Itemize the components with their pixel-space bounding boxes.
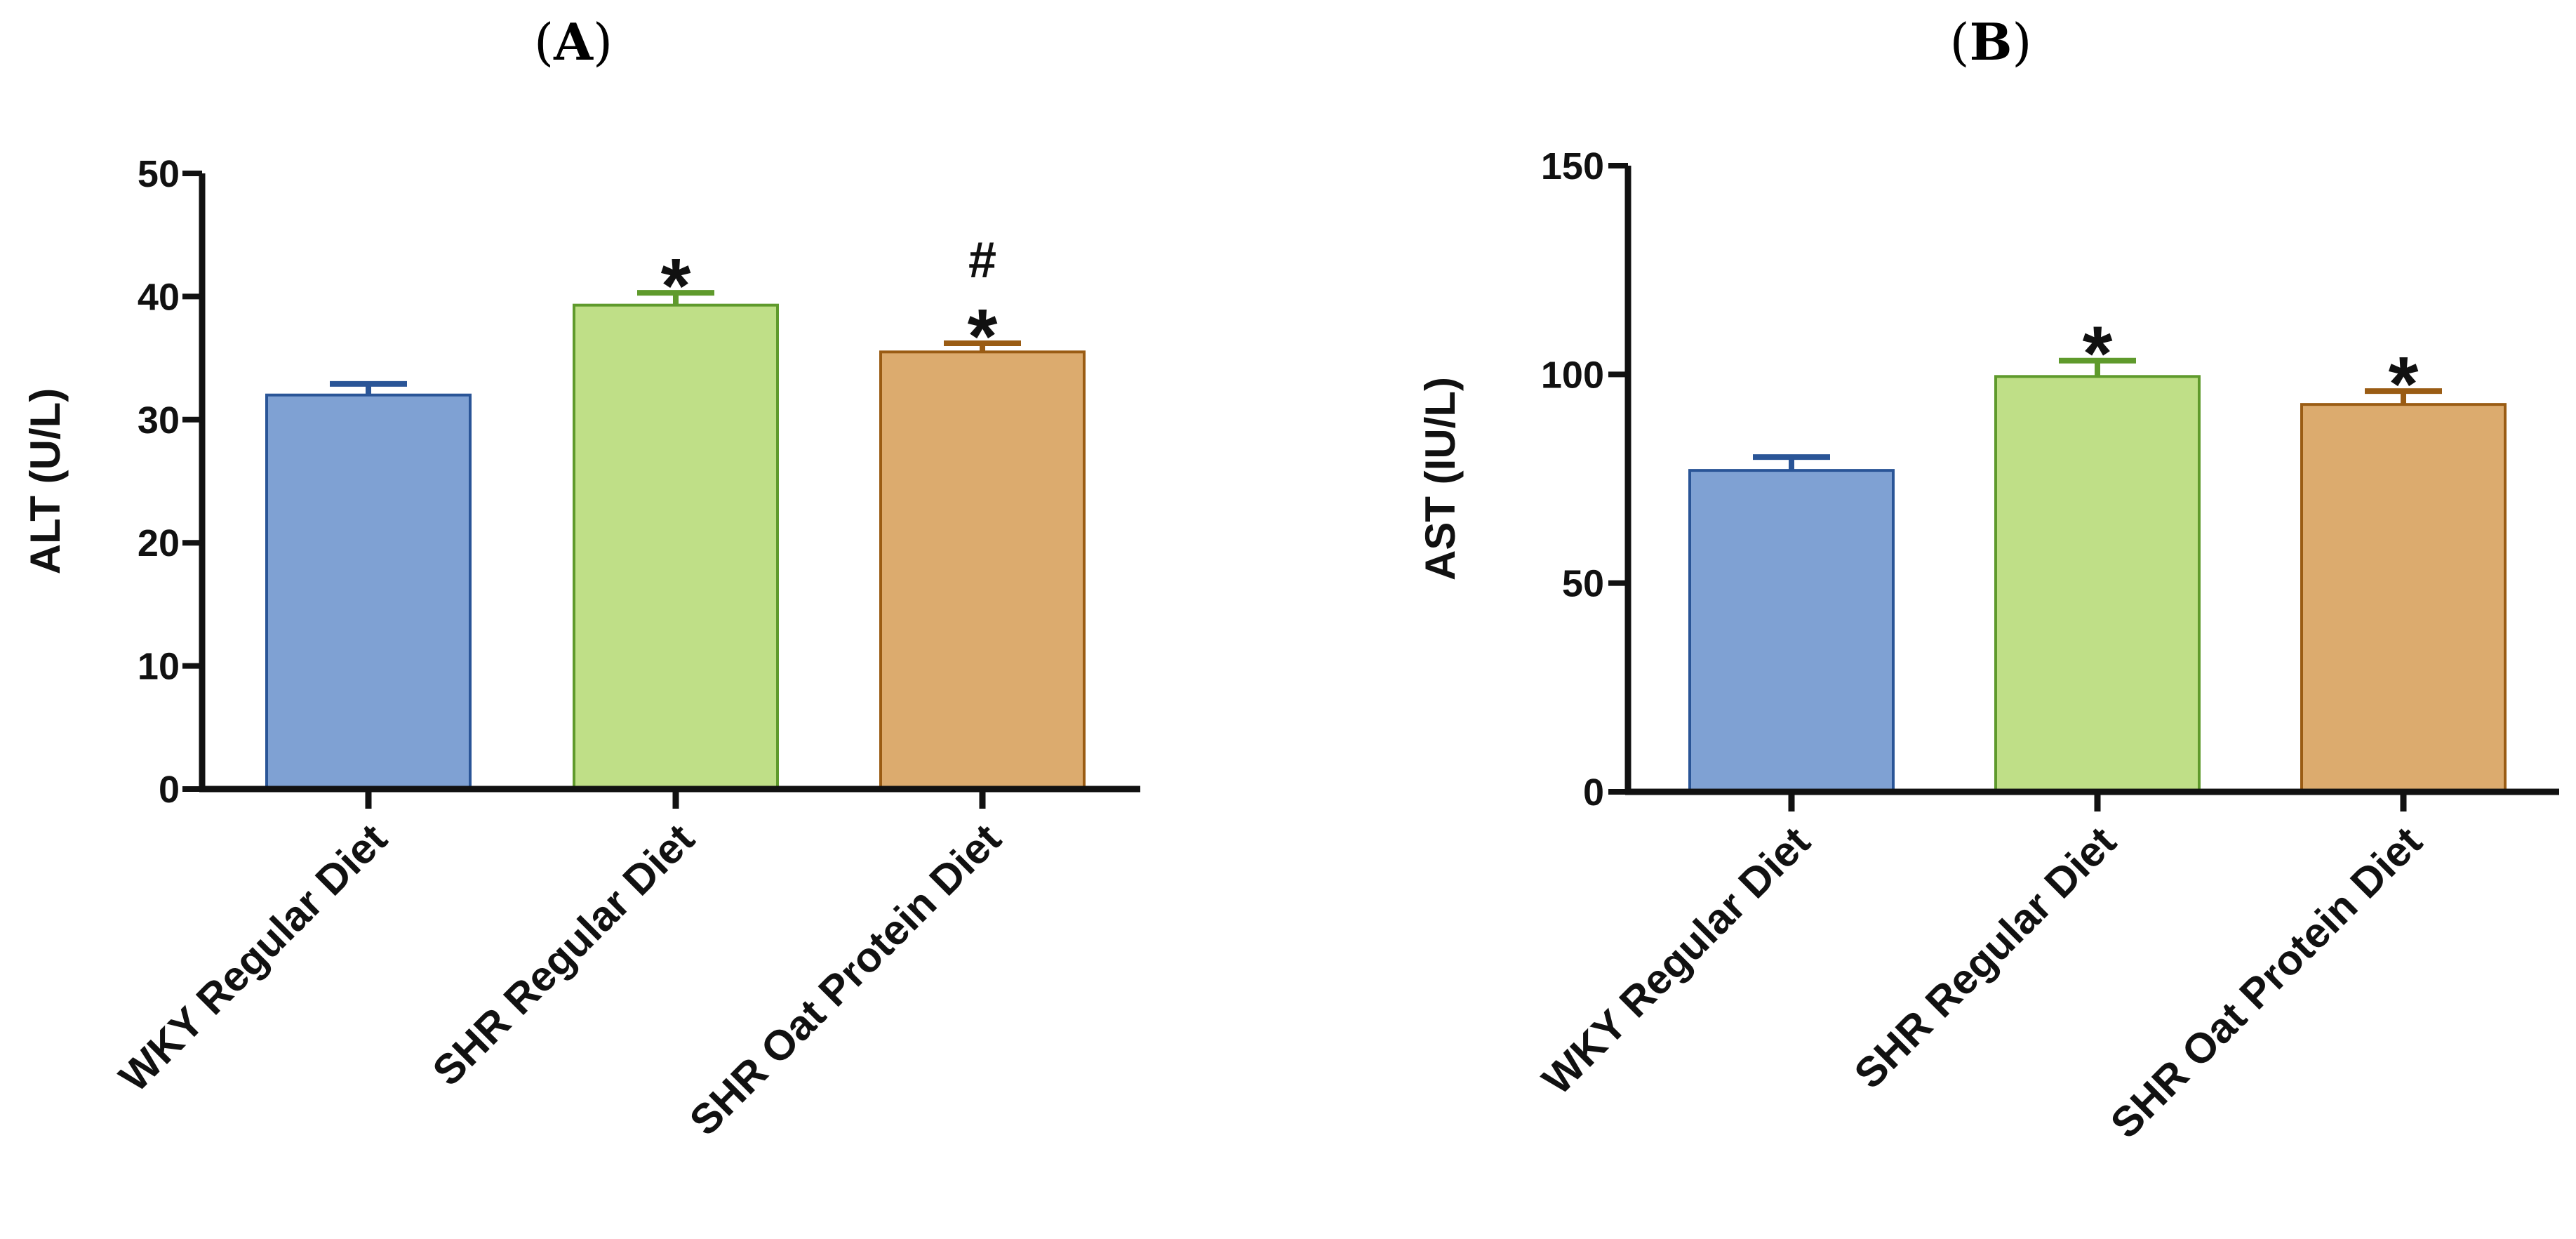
y-tick-label: 10 [138,646,180,688]
significance-star: * [661,243,691,329]
y-axis-title: ALT (U/L) [22,388,69,574]
significance-star: * [968,293,998,380]
bar [573,303,779,791]
bar [879,350,1086,790]
x-tick-label: WKY Regular Diet [1533,818,1819,1104]
bar [2300,403,2507,793]
x-tick-label: SHR Oat Protein Diet [2102,818,2431,1147]
chart-panel-b: (B) AST (IU/L) WKY Regular Diet * SHR Regula… [1417,12,2559,1147]
bar [265,393,472,790]
bar [1994,375,2201,793]
y-tick-label: 150 [1541,145,1604,187]
significance-star: * [2083,311,2113,397]
significance-hash: # [968,232,996,289]
x-tick-label: SHR Regular Diet [424,815,704,1095]
y-axis-title: AST (IU/L) [1417,377,1464,581]
panel-letter: B [1970,12,2013,72]
y-tick-label: 100 [1541,354,1604,396]
y-tick-label: 50 [1562,563,1604,605]
x-tick-label: WKY Regular Diet [110,815,396,1101]
y-tick-label: 50 [138,153,180,195]
panel-label: (B) [1949,12,2031,72]
bar [1688,469,1895,794]
y-tick-label: 40 [138,276,180,318]
panel-letter: A [553,12,594,72]
y-tick-label: 0 [159,769,180,811]
significance-star: * [2389,341,2419,428]
x-tick-label: SHR Oat Protein Diet [681,815,1010,1144]
chart-panel-a: (A) ALT (U/L) WKY Regular Diet * SHR Regular… [22,12,1140,1144]
y-tick-label: 30 [138,399,180,442]
x-tick-label: SHR Regular Diet [1846,818,2125,1098]
y-tick-label: 20 [138,522,180,564]
y-tick-label: 0 [1583,771,1604,814]
panel-label: (A) [534,12,613,72]
